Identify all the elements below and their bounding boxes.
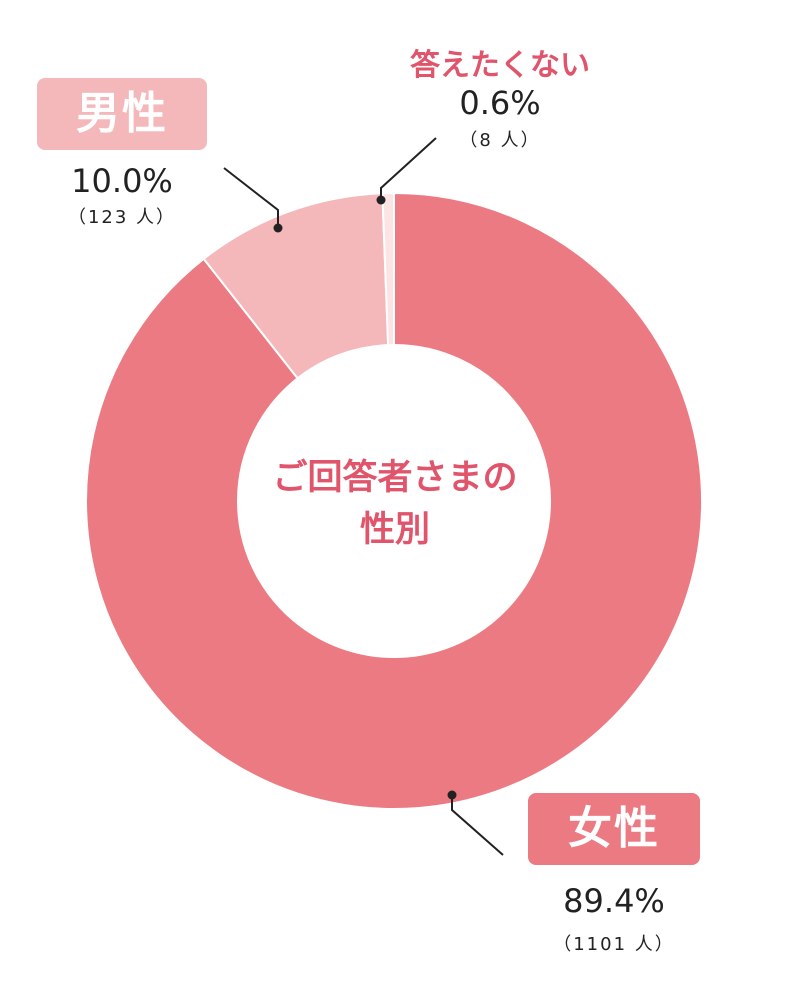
leader-male-line bbox=[223, 167, 279, 228]
data-label-female-count: （1101 人） bbox=[553, 934, 675, 955]
data-label-female-percent: 89.4% bbox=[563, 882, 665, 920]
data-label-no-answer-count: （8 人） bbox=[459, 130, 541, 151]
data-label-male-count: （123 人） bbox=[67, 207, 177, 228]
leader-no-answer-dot bbox=[376, 195, 386, 205]
data-label-male-percent: 10.0% bbox=[71, 162, 173, 200]
slice-female bbox=[85, 191, 703, 810]
chart-title: ご回答者さまの 性別 bbox=[230, 452, 560, 556]
leader-female-dot bbox=[447, 790, 457, 800]
slice-no-answer bbox=[381, 191, 395, 347]
chart-title-line-1: ご回答者さまの bbox=[272, 458, 518, 498]
legend-label-male: 男性 bbox=[37, 78, 207, 150]
chart-title-line-2: 性別 bbox=[359, 510, 430, 550]
data-label-no-answer-percent: 0.6% bbox=[459, 84, 541, 122]
leader-male-dot bbox=[273, 223, 283, 233]
legend-label-no-answer: 答えたくない bbox=[410, 48, 590, 83]
leader-female-line bbox=[451, 795, 504, 856]
legend-label-female: 女性 bbox=[528, 793, 700, 865]
